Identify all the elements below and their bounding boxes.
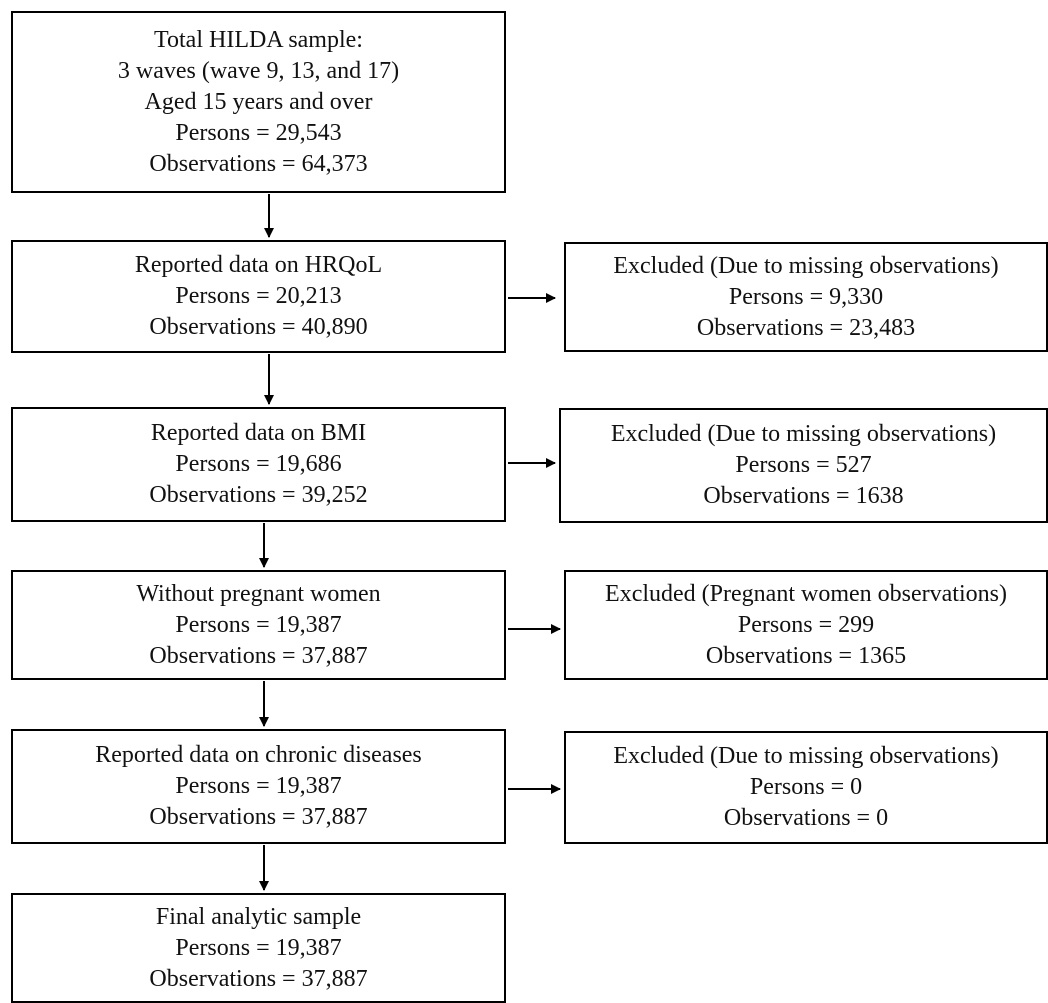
box-hrqol: Reported data on HRQoL Persons = 20,213 … (11, 240, 506, 353)
final-title: Final analytic sample (155, 903, 362, 930)
total-sample-persons: Persons = 29,543 (175, 119, 342, 146)
pregnant-title: Without pregnant women (136, 580, 381, 607)
box-bmi: Reported data on BMI Persons = 19,686 Ob… (11, 407, 506, 522)
bmi-observations: Observations = 39,252 (149, 482, 368, 508)
bmi-persons: Persons = 19,686 (175, 451, 342, 477)
box-final-sample: Final analytic sample Persons = 19,387 O… (11, 893, 506, 1003)
box-excluded-bmi: Excluded (Due to missing observations) P… (559, 408, 1048, 523)
total-sample-waves: 3 waves (wave 9, 13, and 17) (117, 57, 400, 84)
total-sample-age: Aged 15 years and over (144, 88, 373, 115)
chronic-persons: Persons = 19,387 (175, 773, 342, 799)
final-persons: Persons = 19,387 (175, 934, 342, 961)
hrqol-persons: Persons = 20,213 (175, 283, 342, 309)
box-without-pregnant: Without pregnant women Persons = 19,387 … (11, 570, 506, 680)
excluded-hrqol-observations: Observations = 23,483 (696, 314, 916, 341)
excluded-bmi-persons: Persons = 527 (735, 452, 872, 478)
excluded-chronic-title: Excluded (Due to missing observations) (613, 743, 999, 769)
bmi-title: Reported data on BMI (150, 420, 367, 446)
excluded-pregnant-observations: Observations = 1365 (705, 642, 907, 669)
hrqol-observations: Observations = 40,890 (149, 314, 368, 340)
box-excluded-pregnant: Excluded (Pregnant women observations) P… (564, 570, 1048, 680)
excluded-bmi-title: Excluded (Due to missing observations) (610, 421, 997, 447)
box-total-sample: Total HILDA sample: 3 waves (wave 9, 13,… (11, 11, 506, 193)
excluded-hrqol-title: Excluded (Due to missing observations) (613, 252, 999, 279)
hrqol-title: Reported data on HRQoL (134, 252, 383, 278)
chronic-title: Reported data on chronic diseases (95, 742, 422, 768)
pregnant-observations: Observations = 37,887 (149, 642, 368, 669)
total-sample-title: Total HILDA sample: (154, 26, 363, 53)
excluded-chronic-observations: Observations = 0 (723, 805, 889, 831)
chronic-observations: Observations = 37,887 (149, 804, 368, 830)
final-observations: Observations = 37,887 (149, 965, 368, 992)
excluded-pregnant-persons: Persons = 299 (737, 611, 875, 638)
excluded-chronic-persons: Persons = 0 (749, 774, 863, 800)
box-excluded-hrqol: Excluded (Due to missing observations) P… (564, 242, 1048, 352)
total-sample-observations: Observations = 64,373 (149, 150, 368, 177)
box-excluded-chronic: Excluded (Due to missing observations) P… (564, 731, 1048, 844)
excluded-pregnant-title: Excluded (Pregnant women observations) (605, 580, 1007, 607)
excluded-hrqol-persons: Persons = 9,330 (728, 283, 884, 310)
pregnant-persons: Persons = 19,387 (175, 611, 342, 638)
excluded-bmi-observations: Observations = 1638 (703, 483, 904, 509)
box-chronic-diseases: Reported data on chronic diseases Person… (11, 729, 506, 844)
